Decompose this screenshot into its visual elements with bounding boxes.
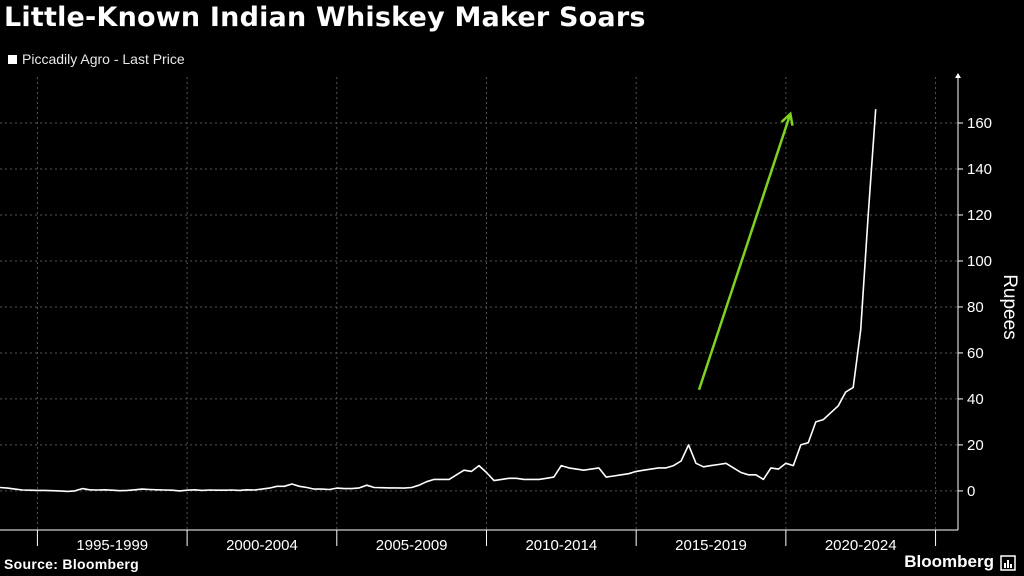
y-tick-label: 40 bbox=[967, 391, 984, 408]
bar-chart-icon bbox=[1000, 555, 1016, 571]
y-tick-label: 120 bbox=[967, 207, 992, 224]
y-tick-label: 60 bbox=[967, 345, 984, 362]
y-axis-label: Rupees bbox=[999, 274, 1020, 340]
legend: Piccadily Agro - Last Price bbox=[8, 51, 185, 67]
x-tick-label: 2000-2004 bbox=[226, 537, 298, 554]
y-axis-arrow bbox=[955, 73, 961, 78]
y-tick-label: 20 bbox=[967, 437, 984, 454]
trend-arrow-head bbox=[780, 111, 794, 126]
y-tick-label: 0 bbox=[967, 483, 975, 500]
chart-title: Little-Known Indian Whiskey Maker Soars bbox=[4, 2, 646, 33]
brand-logo: Bloomberg bbox=[904, 552, 994, 571]
y-tick-label: 140 bbox=[967, 161, 992, 178]
y-tick-label: 160 bbox=[967, 115, 992, 132]
source-note: Source: Bloomberg bbox=[4, 556, 140, 572]
x-tick-label: 2005-2009 bbox=[376, 537, 448, 554]
trend-arrow-shaft bbox=[697, 113, 792, 391]
x-tick-label: 1995-1999 bbox=[76, 537, 148, 554]
x-tick-label: 2020-2024 bbox=[825, 537, 897, 554]
x-tick-label: 2010-2014 bbox=[525, 537, 597, 554]
y-tick-label: 80 bbox=[967, 299, 984, 316]
y-tick-label: 100 bbox=[967, 253, 992, 270]
legend-swatch bbox=[8, 54, 17, 64]
legend-label: Piccadily Agro - Last Price bbox=[22, 51, 185, 67]
price-series-line bbox=[0, 109, 877, 493]
x-tick-label: 2015-2019 bbox=[675, 537, 747, 554]
